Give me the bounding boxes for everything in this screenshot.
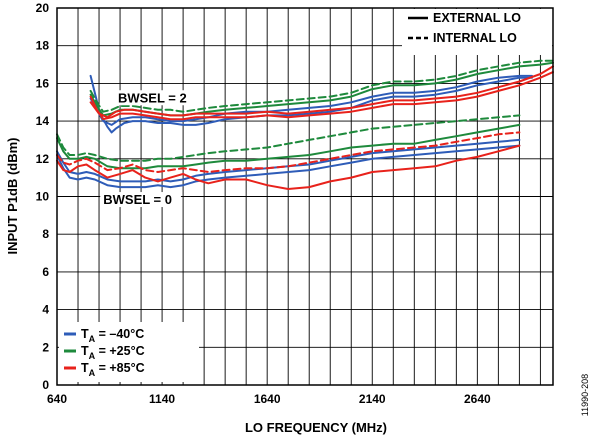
y-tick-label: 8 — [42, 227, 49, 241]
temp-legend-label: TA = +85°C — [81, 361, 145, 378]
annotation-label: BWSEL = 2 — [118, 90, 187, 105]
series-line-bwsel0-m40-solid — [56, 138, 521, 183]
style-legend-label: INTERNAL LO — [433, 31, 517, 45]
series-line-bwsel0-p85-solid — [56, 144, 521, 190]
annotation-label: BWSEL = 0 — [103, 192, 172, 207]
y-tick-label: 16 — [36, 76, 50, 90]
figure-id: 11990-208 — [580, 374, 590, 416]
series-line-bwsel0-p85-dashed — [56, 131, 521, 173]
y-tick-label: 14 — [36, 114, 50, 128]
x-tick-label: 1140 — [149, 392, 175, 406]
legends: EXTERNAL LO INTERNAL LO TA = –40°CTA = +25… — [59, 9, 552, 382]
annotation-background — [114, 90, 196, 106]
plot-frame-layer — [56, 7, 554, 386]
temp-legend-label: TA = –40°C — [81, 327, 144, 344]
y-axis-label: INPUT P1dB (dBm) — [5, 138, 20, 255]
series-layer — [56, 59, 554, 190]
x-axis-label: LO FREQUENCY (MHz) — [245, 420, 387, 435]
annotations: BWSEL = 2 BWSEL = 0 — [100, 90, 196, 208]
y-tick-label: 6 — [42, 265, 49, 279]
series-line-bwsel2-p25-dashed — [89, 59, 554, 113]
y-tick-label: 20 — [36, 1, 50, 15]
style-legend-label: EXTERNAL LO — [433, 11, 521, 25]
x-tick-label: 640 — [47, 392, 67, 406]
y-tick-label: 10 — [36, 190, 50, 204]
series-line-bwsel0-p25-dashed — [56, 114, 521, 162]
x-tick-label: 2140 — [359, 392, 386, 406]
series-line-bwsel2-p85-solid — [89, 65, 554, 119]
series-line-bwsel0-m40-solid — [56, 144, 521, 189]
y-tick-label: 18 — [36, 39, 50, 53]
y-tick-label: 0 — [42, 378, 49, 392]
style-legend-box — [402, 9, 552, 55]
x-tick-label: 1640 — [254, 392, 281, 406]
series-line-bwsel2-p85-solid — [89, 71, 554, 121]
plot-frame — [56, 7, 554, 386]
y-tick-label: 12 — [36, 152, 50, 166]
series-line-bwsel2-m40-solid — [89, 74, 533, 134]
series-line-bwsel0-p25-solid — [56, 123, 521, 170]
temp-legend-label: TA = +25°C — [81, 344, 145, 361]
y-tick-label: 4 — [42, 303, 49, 317]
y-tick-label: 2 — [42, 340, 49, 354]
temp-legend-box — [59, 322, 199, 382]
x-tick-label: 2640 — [464, 392, 491, 406]
tick-labels: 0 2 4 6 8 10 12 14 16 18 20 640 1140 1640 2140 2640 — [36, 1, 491, 406]
annotation-background — [100, 192, 181, 208]
